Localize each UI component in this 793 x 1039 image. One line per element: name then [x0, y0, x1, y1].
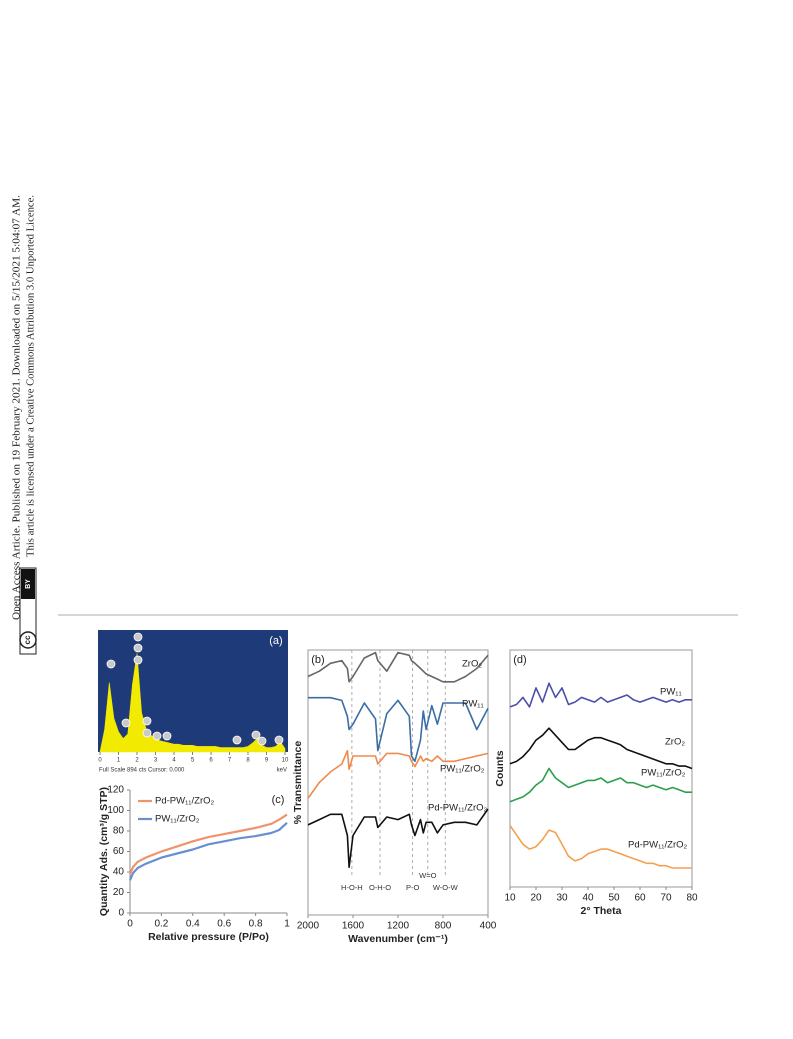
x-tick-label: 10 [282, 758, 289, 764]
x-tick-label: 1 [284, 919, 290, 930]
series-line [308, 696, 489, 763]
series-line [307, 651, 489, 683]
x-tick-label: 50 [608, 893, 620, 904]
x-tick-label: 2000 [297, 921, 320, 932]
y-tick-label: 60 [113, 846, 125, 857]
series-label: PW₁₁ [660, 687, 682, 698]
badge-by: BY [25, 579, 32, 589]
x-tick-label: 80 [686, 893, 698, 904]
series-line [128, 821, 288, 881]
x-tick-label: 30 [556, 893, 568, 904]
y-axis-title: Quantity Ads. (cm³/g STP) [98, 787, 110, 916]
y-tick-label: 80 [113, 826, 125, 837]
series-label: ZrO₂ [462, 659, 482, 670]
series-line [307, 808, 489, 869]
band-label: W=O [419, 871, 436, 880]
series-line [307, 749, 489, 799]
badge-cc: cc [23, 635, 32, 644]
license-badge: cc BY [19, 567, 37, 655]
panel-label: (a) [269, 635, 282, 647]
x-tick-label: 7 [228, 758, 232, 764]
series-label: ZrO₂ [665, 737, 685, 748]
y-tick-label: 100 [107, 805, 124, 816]
series-line [509, 767, 692, 803]
x-tick-label: 0 [127, 919, 133, 930]
x-tick-label: 0.8 [249, 919, 263, 930]
x-tick-label: 2 [135, 758, 139, 764]
x-tick-label: 0.6 [217, 919, 231, 930]
x-tick-label: 4 [172, 758, 176, 764]
x-axis-title: 2° Theta [581, 905, 622, 917]
x-tick-label: 40 [582, 893, 594, 904]
y-axis-title: Counts [494, 750, 506, 786]
band-label: O-H-O [369, 883, 391, 892]
series-line [509, 682, 692, 708]
panel-label: (d) [513, 654, 526, 666]
x-tick-label: 0.4 [186, 919, 200, 930]
x-tick-label: 60 [634, 893, 646, 904]
x-unit: keV [277, 768, 287, 774]
eds-info: Full Scale 894 cts Cursor: 0.000 [99, 768, 185, 774]
y-tick-label: 40 [113, 867, 125, 878]
x-tick-label: 3 [154, 758, 158, 764]
x-tick-label: 800 [435, 921, 452, 932]
element-markers [106, 632, 284, 746]
x-tick-label: 1 [117, 758, 121, 764]
x-tick-label: 6 [209, 758, 213, 764]
y-tick-label: 20 [113, 887, 125, 898]
panel-label: (c) [272, 794, 285, 806]
x-tick-label: 9 [265, 758, 269, 764]
x-tick-label: 70 [660, 893, 672, 904]
panel-frame [307, 649, 489, 916]
legend-label: PW₁₁/ZrO₂ [155, 814, 200, 825]
panel-label: (b) [311, 654, 324, 666]
x-axis-title: Wavenumber (cm⁻¹) [348, 933, 448, 945]
x-tick-label: 0.2 [154, 919, 168, 930]
x-tick-label: 400 [480, 921, 497, 932]
legend-label: Pd-PW₁₁/ZrO₂ [155, 796, 214, 807]
series-label: PW₁₁/ZrO₂ [440, 764, 485, 775]
series-label: PW₁₁/ZrO₂ [641, 768, 686, 779]
band-label: W-O-W [433, 883, 459, 892]
y-tick-label: 120 [107, 785, 124, 796]
x-tick-label: 5 [191, 758, 195, 764]
series-label: Pd-PW₁₁/ZrO₂ [428, 803, 487, 814]
x-tick-label: 1600 [342, 921, 365, 932]
x-tick-label: 1200 [387, 921, 410, 932]
x-axis-title: Relative pressure (P/Po) [148, 931, 269, 943]
badge-by-box [21, 569, 35, 599]
series-line [509, 824, 692, 869]
series-label: PW₁₁ [462, 699, 484, 710]
series-line [128, 813, 288, 875]
x-tick-label: 0 [98, 758, 102, 764]
y-tick-label: 0 [118, 908, 124, 919]
series-line [509, 727, 693, 770]
series-label: Pd-PW₁₁/ZrO₂ [628, 840, 687, 851]
badge-cc-circle [19, 631, 37, 649]
y-axis-title: % Transmittance [292, 741, 304, 825]
band-label: P-O [406, 883, 420, 892]
x-tick-label: 20 [530, 893, 542, 904]
band-label: H-O-H [341, 883, 363, 892]
side-note-line: Open Access Article. Published on 19 Feb… [11, 195, 22, 620]
x-tick-label: 10 [504, 893, 516, 904]
side-note-line: This article is licensed under a Creativ… [25, 195, 36, 557]
x-tick-label: 8 [246, 758, 250, 764]
